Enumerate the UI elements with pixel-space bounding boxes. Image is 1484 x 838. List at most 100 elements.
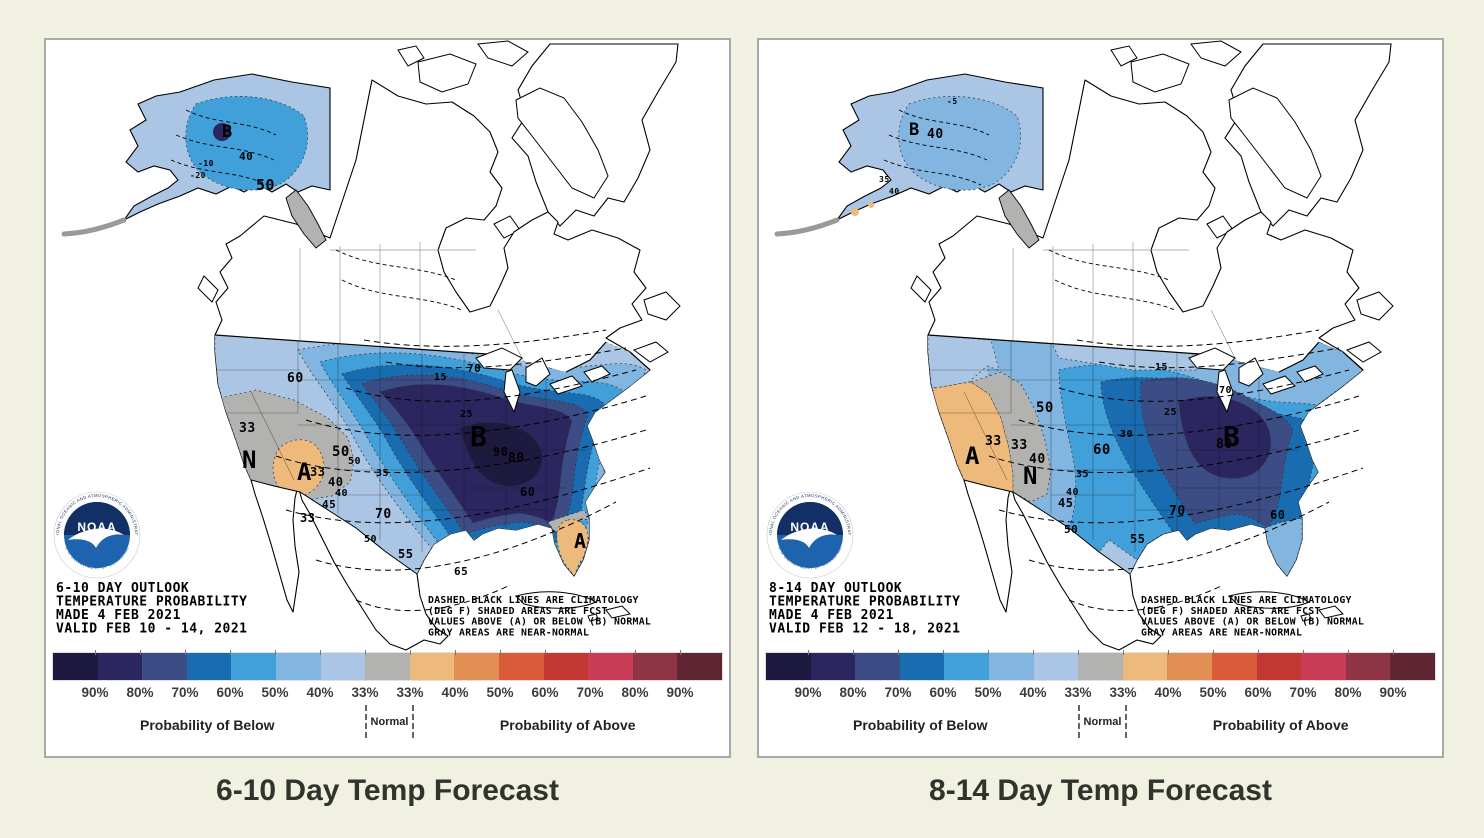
legend-percent-label: 60% <box>531 685 559 700</box>
legend-tick <box>140 650 141 655</box>
contour-label: 33 <box>985 434 1002 449</box>
arctic-island-outline <box>515 87 609 199</box>
legend-normal-box: Normal <box>1078 705 1127 738</box>
climatology-line <box>385 347 627 369</box>
legend-percent-row: 90% 80% 70% 60% 50% 40% 33% 33% 40% 50% 60% 70% 80% 9… <box>50 681 725 705</box>
legend-percent-label: 80% <box>126 685 154 700</box>
great-lake <box>1238 357 1264 387</box>
legend-percent-label: 80% <box>1334 685 1362 700</box>
probability-legend: 90% 80% 70% 60% 50% 40% 33% 33% 40% 50% 60% 70% 80% 9… <box>50 650 725 756</box>
map-annotation-line: DASHED BLACK LINES ARE CLIMATOLOGY <box>428 595 639 606</box>
legend-tick <box>275 650 276 655</box>
map-title-line: MADE 4 FEB 2021 <box>56 608 181 623</box>
contour-label: 55 <box>398 547 413 561</box>
legend-swatch <box>632 653 678 680</box>
us-mexico-border <box>963 479 1131 575</box>
contour-label: A <box>297 458 312 486</box>
legend-swatch <box>1078 653 1123 680</box>
aleutian-islands <box>61 217 127 237</box>
legend-tick <box>1078 650 1079 655</box>
contour-label: B <box>1223 420 1240 453</box>
map-annotation-line: GRAY AREAS ARE NEAR-NORMAL <box>1141 627 1302 638</box>
legend-swatch <box>944 653 989 680</box>
climatology-line <box>355 585 509 612</box>
contour-label: 50 <box>256 176 275 194</box>
climatology-line <box>345 369 637 402</box>
probability-region <box>272 439 325 497</box>
map-title-line: 6-10 DAY OUTLOOK <box>56 581 189 596</box>
legend-tick <box>898 650 899 655</box>
noaa-gull-icon <box>68 528 124 548</box>
map-annotation-line: GRAY AREAS ARE NEAR-NORMAL <box>428 627 589 638</box>
probability-region <box>931 381 1014 493</box>
us-canada-border <box>927 334 1215 356</box>
panel-6-10-day: B 40 50 -10 -20 60 33 N 50 50 33 40 40 45 A 33 35 70 50 55 6… <box>44 38 731 808</box>
us-canada-border <box>1342 351 1364 371</box>
legend-percent-label: 90% <box>794 685 822 700</box>
legend-tick <box>185 650 186 655</box>
probability-legend: 90% 80% 70% 60% 50% 40% 33% 33% 40% 50% 60% 70% 80% 9… <box>763 650 1438 756</box>
contour-label: 50 <box>1064 523 1078 536</box>
legend-percent-label: 80% <box>839 685 867 700</box>
legend-above-label: Probability of Above <box>499 717 636 733</box>
probability-region <box>556 519 589 576</box>
climatology-line <box>1048 249 1170 281</box>
legend-percent-label: 40% <box>441 685 469 700</box>
contour-label: 40 <box>239 150 253 163</box>
legend-swatch <box>409 653 455 680</box>
legend-normal-label: Normal <box>1083 715 1122 728</box>
contour-label: 33 <box>300 511 315 525</box>
noaa-logo: NATIONAL OCEANIC AND ATMOSPHERIC ADMINIS… <box>52 487 141 579</box>
caption-8-14-day: 8-14 Day Temp Forecast <box>929 774 1272 807</box>
map-annotation-line: DASHED BLACK LINES ARE CLIMATOLOGY <box>1141 595 1352 606</box>
contour-label: B <box>909 120 920 140</box>
legend-percent-label: 90% <box>1379 685 1407 700</box>
legend-bottom-row: Probability of Below Normal Probability … <box>763 705 1438 749</box>
contour-label: 60 <box>1093 442 1111 458</box>
map-annotation-line: (DEG F) SHADED AREAS ARE FCST <box>428 606 608 617</box>
legend-swatch <box>1122 653 1168 680</box>
contour-label: 50 <box>364 534 377 545</box>
legend-below-label: Probability of Below <box>852 717 988 733</box>
aleutian-above-patch <box>868 202 874 208</box>
legend-tick <box>320 650 321 655</box>
legend-tick <box>635 650 636 655</box>
climatology-line <box>1076 329 1320 347</box>
climatology-line <box>1098 347 1340 369</box>
us-canada-border <box>629 351 651 371</box>
climatology-line <box>1018 395 1360 436</box>
contour-label: 40 <box>1029 452 1046 467</box>
probability-region <box>970 371 1052 503</box>
climatology-line <box>888 134 988 161</box>
contour-label: 45 <box>1058 496 1073 510</box>
legend-swatch <box>899 653 945 680</box>
legend-tick <box>230 650 231 655</box>
page: { "page": {"background": "#f0f1e1", "car… <box>44 38 1444 808</box>
state-border <box>963 391 1008 481</box>
aleutian-islands <box>774 217 840 237</box>
legend-tick <box>1348 650 1349 655</box>
contour-label: 45 <box>322 498 336 511</box>
caribbean-island-outline <box>1300 613 1312 622</box>
legend-tick <box>988 650 989 655</box>
legend-percent-label: 50% <box>1199 685 1227 700</box>
caribbean-island-outline <box>587 613 599 622</box>
legend-percent-label: 90% <box>666 685 694 700</box>
climatology-line <box>341 279 463 311</box>
contour-label: 33 <box>239 421 256 436</box>
legend-swatch <box>186 653 232 680</box>
legend-swatch <box>1167 653 1212 680</box>
probability-region <box>928 335 1000 389</box>
contour-label: 70 <box>1219 385 1232 396</box>
legend-swatch <box>1033 653 1079 680</box>
contour-label: 80 <box>508 451 525 466</box>
legend-swatch <box>855 653 900 680</box>
legend-normal-label: Normal <box>370 715 409 728</box>
climatology-line <box>898 109 990 136</box>
arctic-island-outline <box>1190 40 1242 67</box>
legend-percent-label: 40% <box>306 685 334 700</box>
aleutian-above-patch <box>851 208 859 216</box>
contour-label: 50 <box>332 444 350 460</box>
climatology-line <box>883 159 982 186</box>
